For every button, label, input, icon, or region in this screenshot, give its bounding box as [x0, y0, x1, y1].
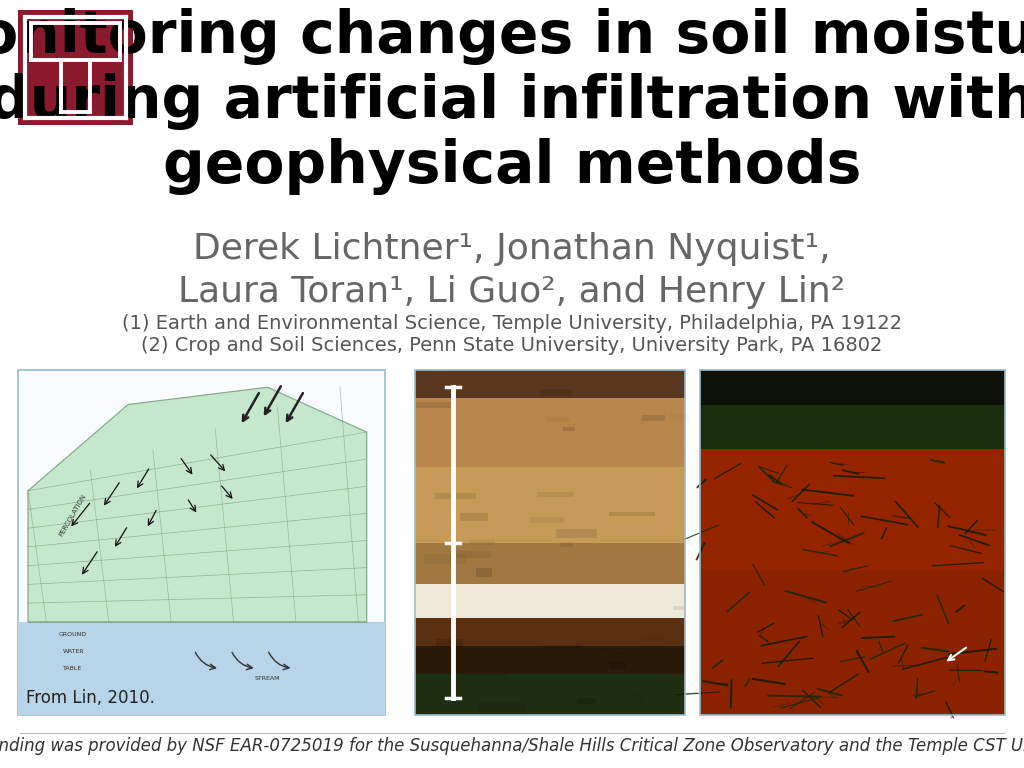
Bar: [415, 398, 685, 467]
Bar: [700, 370, 1005, 715]
Bar: [609, 512, 655, 516]
Bar: [434, 493, 476, 498]
Bar: [563, 427, 574, 431]
Bar: [660, 444, 689, 453]
Bar: [415, 542, 685, 584]
Bar: [415, 618, 685, 646]
Bar: [451, 551, 490, 558]
Bar: [611, 654, 652, 655]
Bar: [18, 10, 133, 125]
Text: PERCOLATION: PERCOLATION: [58, 492, 88, 538]
Bar: [540, 389, 571, 396]
Bar: [631, 694, 643, 703]
Text: WATER: WATER: [62, 649, 84, 654]
Text: GROUND: GROUND: [59, 631, 87, 637]
Bar: [700, 449, 1005, 570]
Text: From Lin, 2010.: From Lin, 2010.: [26, 689, 155, 707]
Bar: [529, 517, 564, 523]
Bar: [415, 467, 685, 542]
Bar: [538, 492, 573, 497]
Text: (2) Crop and Soil Sciences, Penn State University, University Park, PA 16802: (2) Crop and Soil Sciences, Penn State U…: [141, 336, 883, 355]
Bar: [670, 414, 688, 422]
Text: (1) Earth and Environmental Science, Temple University, Philadelphia, PA 19122: (1) Earth and Environmental Science, Tem…: [122, 314, 902, 333]
Bar: [415, 370, 685, 715]
Bar: [460, 513, 487, 521]
Bar: [415, 370, 685, 398]
Bar: [470, 539, 496, 545]
Bar: [641, 635, 664, 642]
Bar: [578, 698, 596, 704]
Bar: [609, 662, 626, 669]
Text: STREAM: STREAM: [255, 677, 281, 681]
Bar: [642, 415, 665, 421]
Text: Funding was provided by NSF EAR-0725019 for the Susquehanna/Shale Hills Critical: Funding was provided by NSF EAR-0725019 …: [0, 737, 1024, 755]
Bar: [546, 417, 570, 422]
Bar: [427, 372, 452, 376]
Bar: [415, 584, 685, 618]
Bar: [560, 543, 573, 547]
Bar: [416, 402, 454, 408]
Text: TABLE: TABLE: [63, 666, 83, 671]
Bar: [700, 405, 1005, 449]
Text: Monitoring changes in soil moisture
during artificial infiltration with
geophysi: Monitoring changes in soil moisture duri…: [0, 8, 1024, 195]
Bar: [415, 674, 685, 715]
Bar: [475, 568, 493, 577]
Bar: [478, 703, 526, 712]
Text: Derek Lichtner¹, Jonathan Nyquist¹,
Laura Toran¹, Li Guo², and Henry Lin²: Derek Lichtner¹, Jonathan Nyquist¹, Laur…: [178, 232, 846, 310]
Bar: [435, 639, 463, 647]
Bar: [700, 370, 1005, 405]
Bar: [424, 554, 466, 564]
Bar: [544, 645, 583, 648]
Bar: [556, 529, 597, 538]
Bar: [700, 449, 1005, 715]
Bar: [673, 606, 685, 610]
Bar: [598, 647, 624, 650]
Bar: [18, 622, 385, 715]
Polygon shape: [28, 387, 367, 622]
Bar: [18, 370, 385, 715]
Bar: [415, 646, 685, 674]
Bar: [461, 673, 507, 676]
